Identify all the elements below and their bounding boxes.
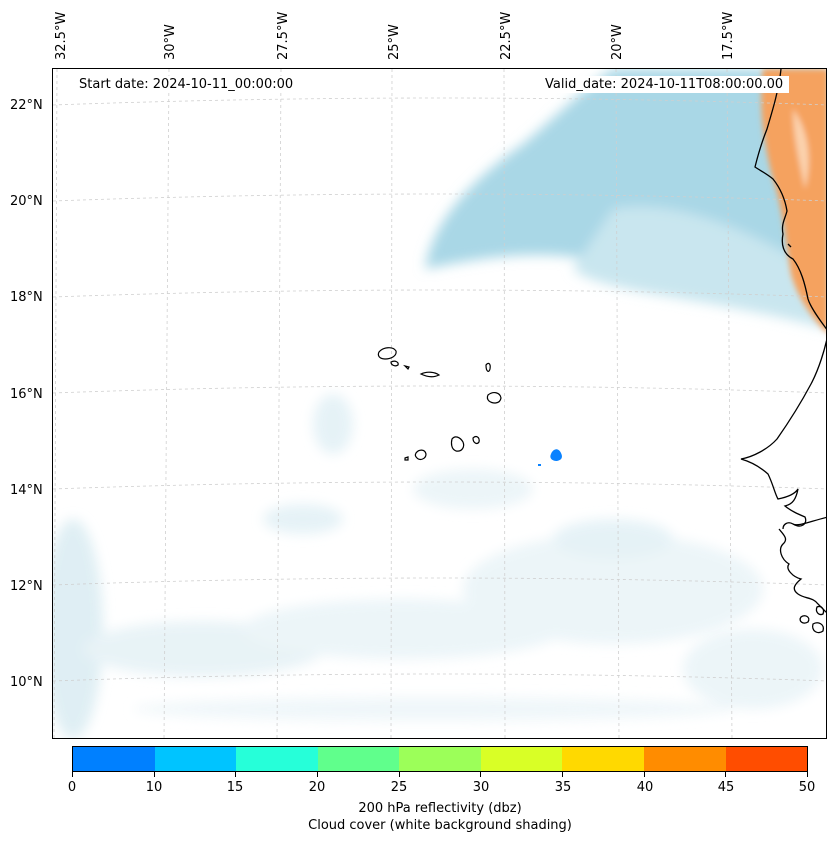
colorbar-segment xyxy=(725,747,808,771)
lon-label-22-5w: 22.5°W xyxy=(499,11,514,60)
colorbar-tick-mark xyxy=(398,772,400,777)
colorbar-tick-20: 20 xyxy=(308,780,326,795)
lat-label-22n: 22°N xyxy=(10,98,43,113)
colorbar-tick-50: 50 xyxy=(798,780,816,795)
colorbar-subtitle: Cloud cover (white background shading) xyxy=(308,818,572,833)
colorbar-segment xyxy=(480,747,563,771)
lat-label-20n: 20°N xyxy=(10,194,43,209)
colorbar-segment xyxy=(73,747,155,771)
start-date-label: Start date: 2024-10-11_00:00:00 xyxy=(73,76,300,93)
map-canvas xyxy=(53,69,826,738)
colorbar-tick-mark xyxy=(725,772,727,777)
lon-label-32-5w: 32.5°W xyxy=(54,11,69,60)
lat-label-16n: 16°N xyxy=(10,387,43,402)
colorbar-tick-mark xyxy=(643,772,645,777)
reflectivity-cell xyxy=(538,449,562,466)
faint-cloud-cover xyxy=(53,394,823,738)
colorbar-segment xyxy=(154,747,237,771)
colorbar xyxy=(72,746,808,772)
colorbar-tick-10: 10 xyxy=(145,780,163,795)
high-reflectivity-area xyxy=(761,69,826,332)
lon-label-30w: 30°W xyxy=(163,24,178,60)
lat-label-10n: 10°N xyxy=(10,675,43,690)
map-panel xyxy=(52,68,827,739)
colorbar-tick-35: 35 xyxy=(554,780,572,795)
cape-verde-islands xyxy=(377,347,502,461)
lat-label-12n: 12°N xyxy=(10,579,43,594)
lon-label-27-5w: 27.5°W xyxy=(276,11,291,60)
lat-label-14n: 14°N xyxy=(10,483,43,498)
lat-label-18n: 18°N xyxy=(10,290,43,305)
colorbar-tick-mark xyxy=(153,772,155,777)
lon-label-25w: 25°W xyxy=(387,24,402,60)
graticule xyxy=(53,69,826,738)
colorbar-segment xyxy=(562,747,644,771)
colorbar-tick-mark xyxy=(807,772,808,777)
lon-label-20w: 20°W xyxy=(610,24,625,60)
lon-label-17-5w: 17.5°W xyxy=(721,11,736,60)
colorbar-segment xyxy=(399,747,481,771)
coastline xyxy=(740,69,826,634)
colorbar-segment xyxy=(317,747,400,771)
colorbar-tick-25: 25 xyxy=(390,780,408,795)
colorbar-tick-30: 30 xyxy=(472,780,490,795)
colorbar-tick-mark xyxy=(235,772,237,777)
colorbar-segment xyxy=(236,747,318,771)
colorbar-tick-40: 40 xyxy=(636,780,654,795)
colorbar-tick-45: 45 xyxy=(717,780,735,795)
colorbar-tick-mark xyxy=(480,772,482,777)
colorbar-segment xyxy=(643,747,726,771)
colorbar-title: 200 hPa reflectivity (dbz) xyxy=(358,801,522,816)
colorbar-tick-mark xyxy=(72,772,73,777)
valid-date-label: Valid_date: 2024-10-11T08:00:00.00 xyxy=(539,76,790,93)
colorbar-tick-mark xyxy=(562,772,563,777)
colorbar-tick-mark xyxy=(317,772,318,777)
colorbar-tick-15: 15 xyxy=(226,780,244,795)
colorbar-tick-0: 0 xyxy=(67,780,77,795)
cloud-band xyxy=(425,69,826,329)
